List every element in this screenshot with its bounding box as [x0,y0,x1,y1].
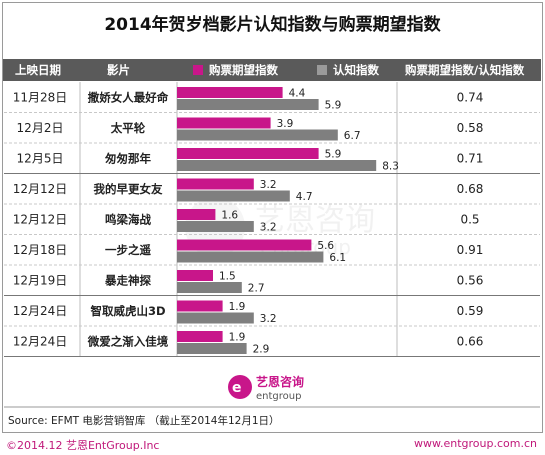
value-label-purchase: 3.9 [277,118,294,130]
row-film: 我的早更女友 [94,182,163,196]
row-film: 撒娇女人最好命 [88,90,169,104]
bar-awareness [177,312,254,324]
bar-purchase [177,117,271,129]
row-ratio: 0.58 [457,121,484,135]
row-ratio: 0.56 [457,273,484,287]
legend-swatch-purchase [193,65,203,75]
legend-swatch-awareness [317,65,327,75]
row-date: 12月19日 [13,273,68,287]
value-label-awareness: 6.1 [329,252,346,264]
value-label-awareness: 8.3 [382,161,399,173]
bar-awareness [177,190,290,202]
watermark-cn: 艺恩咨询 [255,203,375,238]
value-label-awareness: 3.2 [260,222,277,234]
bar-awareness [177,160,377,171]
row-film: 智取威虎山3D [90,304,165,318]
row-date: 12月12日 [13,212,68,226]
header-ratio: 购票期望指数/认知指数 [405,63,525,77]
row-ratio: 0.74 [457,90,484,104]
row-date: 12月5日 [17,151,64,165]
value-label-awareness: 3.2 [260,313,277,325]
header-date: 上映日期 [15,63,61,77]
bar-purchase [177,331,223,342]
value-label-purchase: 5.6 [317,240,334,252]
header-film: 影片 [107,63,130,77]
value-label-purchase: 1.9 [229,301,246,313]
website-link[interactable]: www.entgroup.com.cn [414,437,537,450]
value-label-awareness: 2.9 [253,344,270,356]
entgroup-logo: e 艺恩咨询 entgroup [228,374,304,402]
value-label-purchase: 1.6 [221,210,238,222]
legend-label-awareness: 认知指数 [333,63,379,77]
footer-bar [0,433,545,455]
bar-awareness [177,221,254,232]
bar-purchase [177,87,283,98]
row-ratio: 0.91 [457,243,484,257]
value-label-purchase: 5.9 [325,149,342,161]
chart-title: 2014年贺岁档影片认知指数与购票期望指数 [104,15,441,35]
bar-purchase [177,270,213,281]
svg-text:e: e [232,380,242,396]
row-ratio: 0.68 [457,182,484,196]
source-note: Source: EFMT 电影营销智库 （截止至2014年12月1日） [8,415,280,427]
row-film: 鸣梁海战 [105,212,151,226]
row-date: 12月24日 [13,304,68,318]
copyright: ©2014.12 艺恩EntGroup.Inc [6,439,160,452]
row-ratio: 0.59 [457,304,484,318]
bar-purchase [177,239,312,251]
bar-purchase [177,178,254,190]
bar-awareness [177,129,338,141]
bar-awareness [177,282,242,293]
bar-purchase [177,209,216,220]
row-film: 太平轮 [110,121,146,135]
row-ratio: 0.71 [457,151,484,165]
value-label-awareness: 6.7 [344,130,361,142]
row-film: 暴走神探 [104,273,151,287]
bar-purchase [177,148,319,159]
chart-body: 11月28日 撒娇女人最好命 0.74 4.4 5.9 12月2日 太平轮 0.58 3.9 6.… [4,82,540,408]
row-film: 微爱之渐入佳境 [87,334,169,348]
value-label-awareness: 5.9 [325,100,342,112]
value-label-awareness: 2.7 [248,283,265,295]
row-date: 12月12日 [13,182,68,196]
row-date: 12月24日 [13,334,68,348]
row-ratio: 0.5 [460,212,479,226]
row-ratio: 0.66 [457,334,484,348]
row-film: 一步之遥 [105,243,151,257]
table-header: 上映日期 影片 购票期望指数 认知指数 购票期望指数/认知指数 [3,59,541,81]
value-label-purchase: 3.2 [260,179,277,191]
row-date: 12月2日 [17,121,64,135]
bar-awareness [177,99,319,110]
value-label-awareness: 4.7 [296,191,313,203]
bar-awareness [177,251,324,263]
legend-label-purchase: 购票期望指数 [209,63,278,77]
row-date: 12月18日 [13,243,68,257]
row-date: 11月28日 [13,90,68,104]
logo-en: entgroup [256,391,301,402]
value-label-purchase: 1.5 [219,271,236,283]
logo-cn: 艺恩咨询 [256,374,304,389]
value-label-purchase: 4.4 [289,88,306,100]
value-label-purchase: 1.9 [229,332,246,344]
bar-awareness [177,343,247,354]
bar-purchase [177,300,223,312]
row-film: 匆匆那年 [104,151,151,165]
